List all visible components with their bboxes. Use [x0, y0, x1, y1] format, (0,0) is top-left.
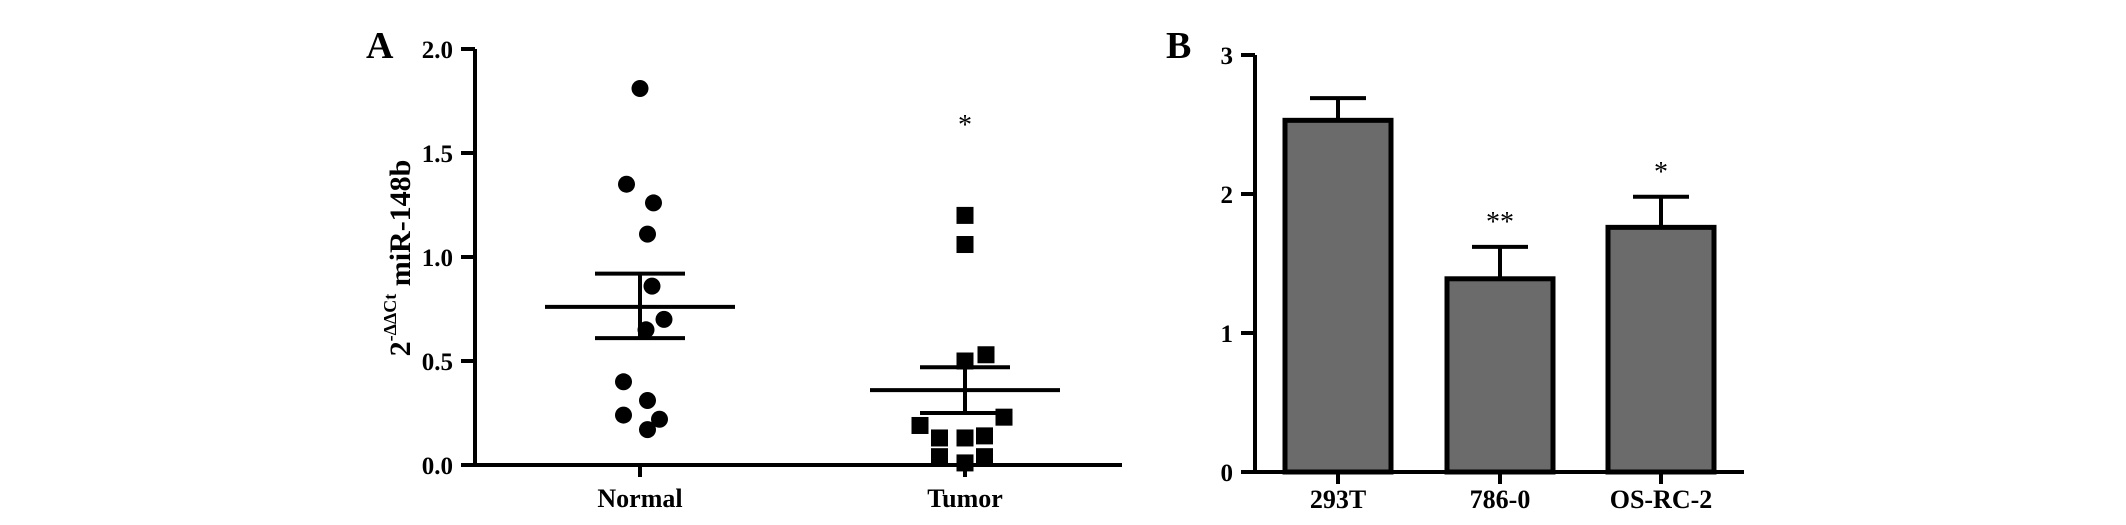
ylabel-superscript: -ΔΔCt	[380, 294, 400, 342]
panel-b-letter: B	[1166, 25, 1191, 67]
data-point-square	[956, 429, 974, 447]
data-point-square	[956, 236, 974, 254]
data-point-square	[976, 427, 993, 445]
data-point-square	[956, 454, 974, 472]
data-point-square	[976, 448, 993, 466]
bar-293T	[1282, 117, 1394, 475]
x-category-label: Tumor	[927, 484, 1003, 513]
y-tick-label: 2	[1221, 182, 1234, 209]
y-tick-label: 1.0	[422, 245, 453, 272]
x-category-label: OS-RC-2	[1610, 485, 1713, 514]
data-point-circle	[618, 175, 635, 193]
data-point-circle	[643, 277, 661, 295]
data-point-square	[931, 429, 948, 447]
bar-OS-RC-2	[1605, 224, 1717, 475]
significance-marker: *	[1654, 157, 1668, 188]
significance-marker: *	[958, 110, 972, 141]
data-point-square	[911, 416, 929, 434]
significance-marker: **	[1486, 207, 1514, 238]
y-tick-label: 2.0	[422, 37, 453, 64]
data-point-circle	[615, 406, 632, 424]
y-tick-label: 3	[1221, 43, 1234, 70]
y-tick-label: 1.5	[422, 141, 453, 168]
x-category-label: Normal	[597, 484, 682, 513]
y-tick-label: 1	[1221, 321, 1234, 348]
data-point-circle	[639, 392, 656, 410]
panel-a-y-axis-label: 2-ΔΔCt miR-148b	[380, 160, 417, 357]
ylabel-text: miR-148b	[384, 160, 417, 294]
ylabel-base: 2	[384, 341, 417, 356]
panel-a-letter: A	[366, 25, 394, 67]
data-point-circle	[615, 373, 632, 391]
y-tick-label: 0.5	[422, 349, 453, 376]
data-point-circle	[639, 421, 656, 439]
data-point-circle	[645, 194, 662, 212]
data-point-circle	[631, 80, 649, 98]
data-point-square	[977, 346, 995, 364]
data-point-circle	[651, 410, 668, 428]
data-point-circle	[655, 310, 673, 328]
x-category-label: 786-0	[1470, 485, 1531, 514]
panel-a-plot: 0.0 0.5 1.0 1.5 2.0 Normal Tumor *	[422, 37, 1122, 513]
x-category-label: 293T	[1310, 485, 1366, 514]
data-point-circle	[639, 225, 656, 243]
data-point-square	[956, 206, 974, 224]
bar-786-0	[1444, 276, 1556, 475]
data-point-square	[931, 448, 948, 466]
y-tick-label: 0	[1221, 460, 1234, 487]
y-tick-label: 0.0	[422, 453, 453, 480]
